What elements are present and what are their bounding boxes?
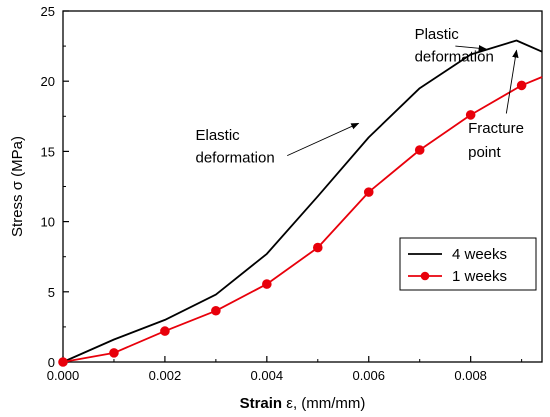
annotation-text: point: [468, 144, 501, 161]
annotation-arrow: [287, 122, 360, 157]
y-tick-label: 0: [48, 355, 55, 370]
series-point-2: [414, 145, 425, 155]
y-tick-label: 25: [41, 4, 55, 19]
annotation-arrow: [505, 49, 519, 114]
y-tick-label: 10: [41, 215, 55, 230]
x-axis-title-bold: Strain: [240, 395, 283, 412]
y-axis-title: Stress σ (MPa): [9, 136, 26, 237]
series-point-2: [58, 357, 68, 367]
annotation-text: deformation: [415, 49, 494, 66]
annotation-text: Elastic: [195, 127, 240, 144]
x-axis-title: Strain ε, (mm/mm): [240, 395, 366, 412]
y-tick-label: 15: [41, 144, 55, 159]
legend-marker-2: [420, 271, 430, 281]
series-point-2: [465, 110, 476, 120]
legend: 4 weeks 1 weeks: [399, 237, 537, 291]
legend-box: [399, 237, 537, 291]
y-axis-ticks: 0 5 10 15 20 25: [41, 4, 69, 370]
x-tick-label: 0.008: [454, 368, 487, 383]
annotation-text: Plastic: [415, 26, 460, 43]
series-point-2: [516, 80, 527, 91]
series-layer: [58, 39, 543, 367]
x-tick-label: 0.006: [352, 368, 385, 383]
x-tick-label: 0.002: [149, 368, 182, 383]
x-axis-ticks: 0.000 0.002 0.004 0.006 0.008: [47, 356, 523, 383]
annotation-layer: Plastic deformation Elastic deformation Frac…: [195, 26, 523, 167]
series-point-2: [262, 279, 272, 289]
x-tick-label: 0.004: [251, 368, 284, 383]
y-tick-label: 5: [48, 285, 55, 300]
series-point-2: [211, 305, 221, 316]
y-tick-label: 20: [41, 74, 55, 89]
series-line-1: [62, 39, 543, 363]
series-point-2: [109, 348, 119, 358]
annotation-text: Fracture: [468, 120, 524, 137]
x-tick-label: 0.000: [47, 368, 80, 383]
series-point-2: [363, 187, 374, 197]
legend-label-1: 4 weeks: [452, 246, 507, 263]
x-axis-title-rest: ε, (mm/mm): [282, 395, 365, 412]
annotation-text: deformation: [195, 150, 274, 167]
series-point-2: [160, 326, 170, 336]
legend-label-2: 1 weeks: [452, 268, 507, 285]
annotation-arrow: [455, 45, 487, 52]
series-point-2: [312, 242, 323, 253]
